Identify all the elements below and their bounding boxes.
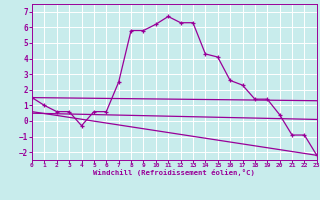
X-axis label: Windchill (Refroidissement éolien,°C): Windchill (Refroidissement éolien,°C) — [93, 169, 255, 176]
